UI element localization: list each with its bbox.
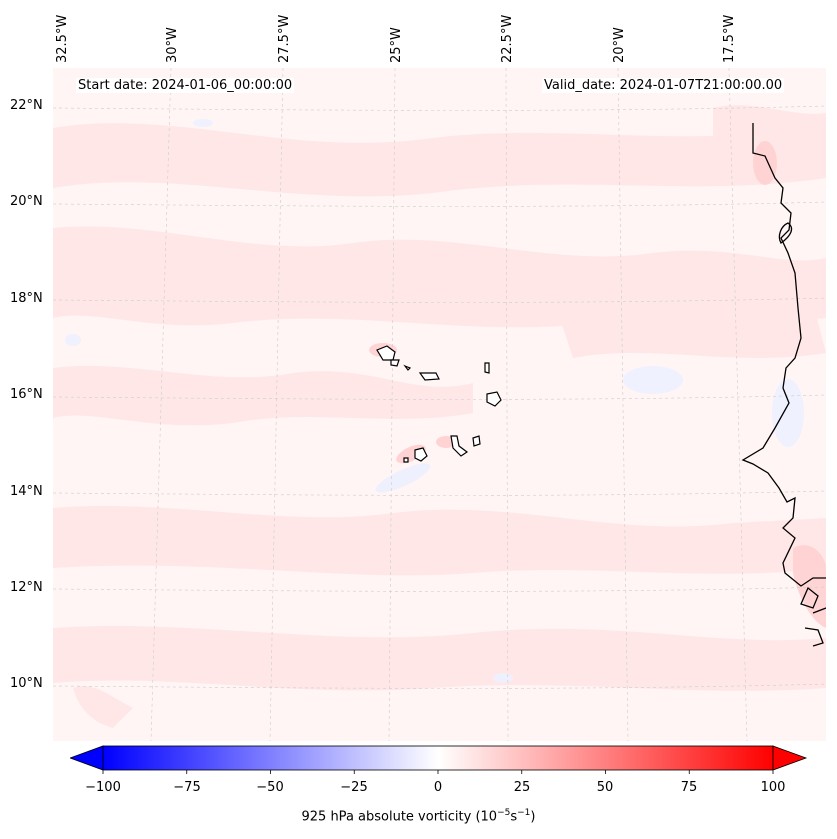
coastline xyxy=(741,123,826,647)
valid-date-label: Valid_date: 2024-01-07T21:00:00.00 xyxy=(542,78,785,93)
colorbar xyxy=(70,745,808,774)
positive-vorticity-field xyxy=(53,105,826,728)
colorbar-title: 925 hPa absolute vorticity (10−5s−1) xyxy=(301,808,536,825)
colorbar-tick-neg25: −25 xyxy=(340,780,368,795)
lon-label-20w: 20°W xyxy=(612,27,627,63)
lon-label-22-5w: 22.5°W xyxy=(500,14,515,63)
lat-label-22n: 22°N xyxy=(10,98,43,113)
lat-label-14n: 14°N xyxy=(10,484,43,499)
colorbar-low-extend xyxy=(70,745,104,771)
colorbar-tick-75: 75 xyxy=(680,780,698,795)
colorbar-tick-50: 50 xyxy=(596,780,614,795)
lat-label-10n: 10°N xyxy=(10,676,43,691)
lon-label-25w: 25°W xyxy=(389,27,404,63)
colorbar-tick-100: 100 xyxy=(760,780,786,795)
colorbar-tick-0: 0 xyxy=(433,780,443,795)
vorticity-map[interactable] xyxy=(53,68,826,741)
cape-verde-islands xyxy=(376,345,502,463)
colorbar-high-extend xyxy=(772,745,808,771)
lat-label-12n: 12°N xyxy=(10,580,43,595)
lon-label-30w: 30°W xyxy=(165,27,180,63)
lat-label-16n: 16°N xyxy=(10,387,43,402)
colorbar-body xyxy=(102,745,774,771)
lat-label-18n: 18°N xyxy=(10,291,43,306)
colorbar-tick-25: 25 xyxy=(513,780,531,795)
graticule xyxy=(53,68,826,741)
colorbar-tick-neg100: −100 xyxy=(85,780,121,795)
lon-label-17-5w: 17.5°W xyxy=(722,14,737,63)
lat-label-20n: 20°N xyxy=(10,194,43,209)
lon-label-32-5w: 32.5°W xyxy=(55,14,70,63)
colorbar-tick-neg50: −50 xyxy=(256,780,284,795)
lon-label-27-5w: 27.5°W xyxy=(277,14,292,63)
start-date-label: Start date: 2024-01-06_00:00:00 xyxy=(76,78,295,93)
map-canvas xyxy=(53,68,826,741)
colorbar-tick-marks xyxy=(102,770,774,774)
colorbar-tick-neg75: −75 xyxy=(173,780,201,795)
